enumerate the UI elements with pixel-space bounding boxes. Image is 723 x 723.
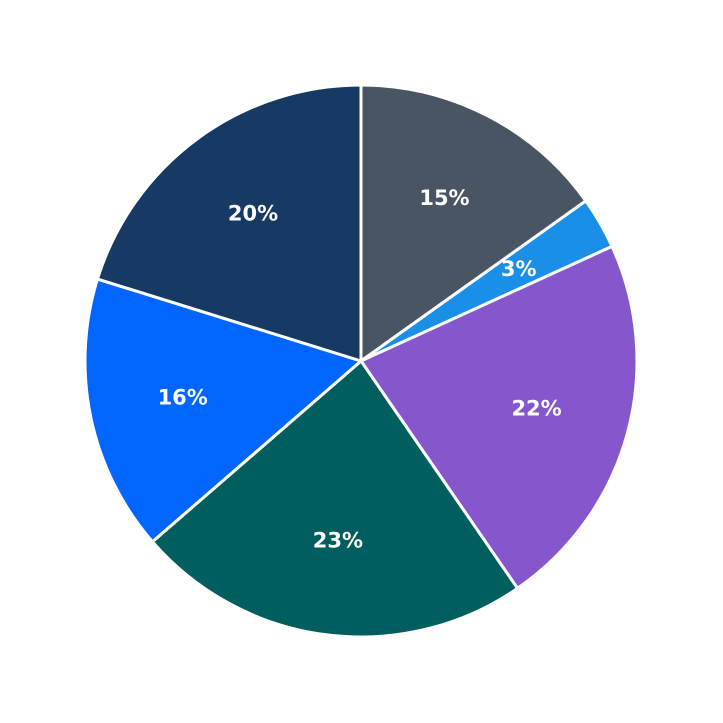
slice-label: 22% xyxy=(511,397,561,421)
slice-label: 3% xyxy=(501,257,537,281)
slice-label: 20% xyxy=(228,201,278,225)
pie-slice xyxy=(359,83,588,363)
slice-label: 23% xyxy=(313,529,363,553)
pie-slice xyxy=(150,359,520,639)
slice-label: 15% xyxy=(419,186,469,210)
pie-slice xyxy=(83,277,363,544)
pie-slice xyxy=(359,244,639,590)
slice-label: 16% xyxy=(158,385,208,409)
pie-slice xyxy=(95,83,363,363)
